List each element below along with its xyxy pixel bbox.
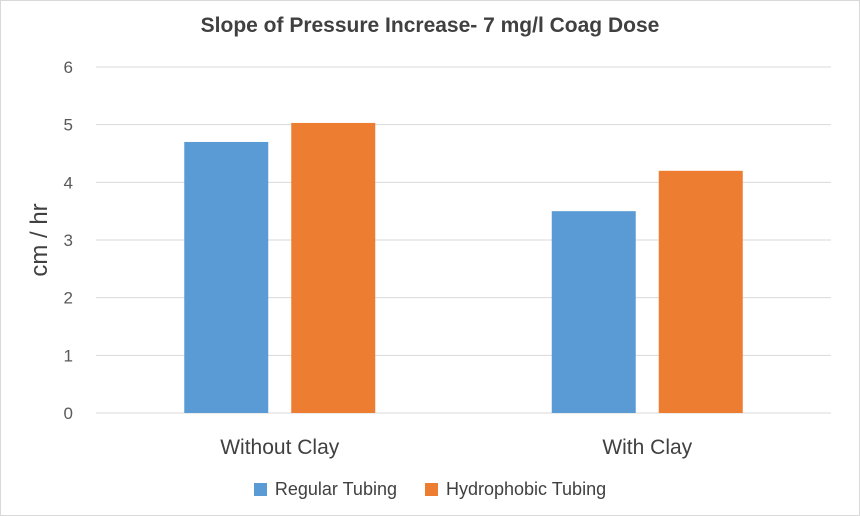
legend-item: Hydrophobic Tubing [424, 479, 607, 500]
bar-0-0 [184, 141, 269, 413]
legend-swatch [253, 483, 267, 496]
category-label: With Clay [602, 436, 692, 459]
category-label: Without Clay [220, 436, 340, 459]
y-tick-label: 3 [64, 231, 73, 250]
legend-swatch [424, 483, 438, 496]
chart-title: Slope of Pressure Increase- 7 mg/l Coag … [200, 14, 660, 37]
y-tick-label: 4 [64, 173, 73, 192]
legend-label: Regular Tubing [274, 479, 397, 499]
y-tick-label: 2 [64, 289, 73, 308]
chart-legend: Regular Tubing Hydrophobic Tubing [1, 479, 859, 500]
y-tick-label: 0 [64, 404, 73, 423]
y-tick-label: 5 [64, 116, 73, 135]
bar-1-1 [658, 170, 743, 413]
y-axis-title: cm / hr [26, 203, 53, 276]
bar-1-0 [551, 211, 636, 413]
legend-label: Hydrophobic Tubing [445, 479, 607, 499]
bar-0-1 [291, 122, 376, 413]
y-tick-label: 6 [64, 58, 73, 77]
legend-item: Regular Tubing [253, 479, 397, 500]
y-tick-label: 1 [64, 346, 73, 365]
